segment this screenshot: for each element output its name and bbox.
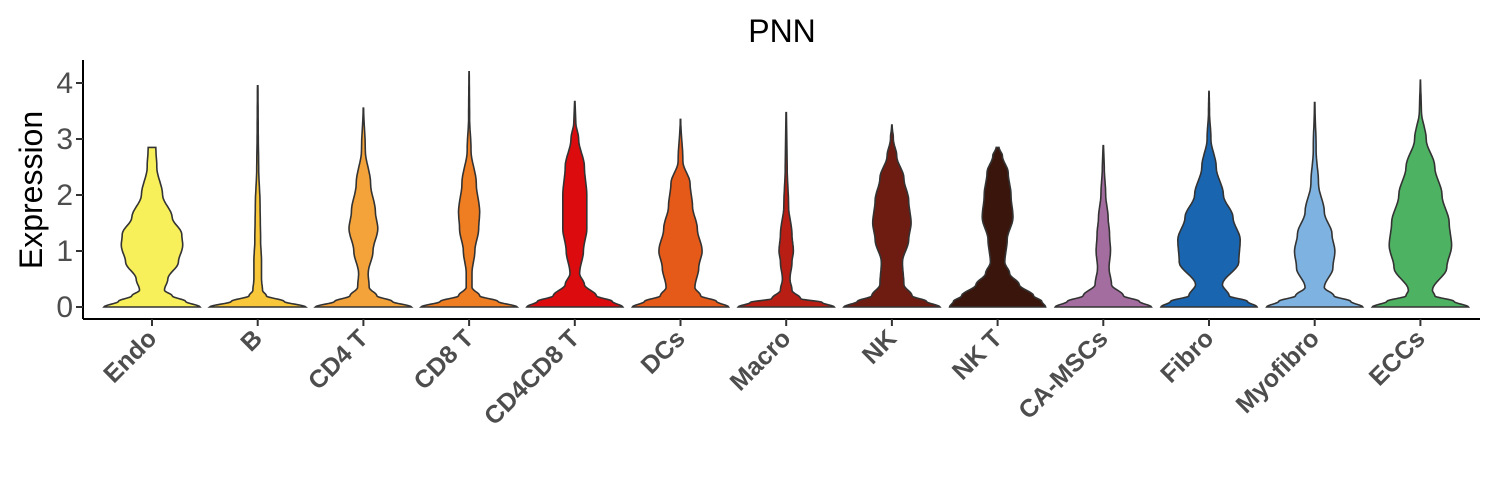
y-axis-label: Expression	[13, 111, 49, 269]
violin-b	[207, 85, 309, 308]
violin-myofibro	[1265, 101, 1365, 308]
x-tick-label: NK T	[947, 324, 1008, 385]
violin-nk-t	[948, 146, 1047, 308]
x-tick-label: B	[235, 324, 268, 357]
y-tick-label: 0	[56, 291, 73, 324]
chart-title: PNN	[748, 13, 816, 49]
y-tick-label: 2	[56, 179, 73, 212]
y-ticks-group: 0 1 2 3 4	[56, 67, 83, 324]
violin-cd4cd8-t	[525, 100, 625, 308]
violin-macro	[736, 111, 836, 308]
violin-cd8-t	[418, 71, 520, 308]
violin-eccs	[1370, 79, 1471, 308]
y-tick-label: 4	[56, 67, 73, 100]
x-tick-label: DCs	[636, 324, 691, 379]
x-tick-label: NK	[857, 324, 902, 369]
x-tick-label: CD4CD8 T	[479, 324, 585, 430]
x-tick-label: Macro	[725, 324, 797, 396]
violins-group	[102, 71, 1471, 308]
violin-fibro	[1159, 90, 1259, 308]
y-tick-label: 3	[56, 123, 73, 156]
x-tick-label: CD4 T	[303, 324, 374, 395]
y-tick-label: 1	[56, 235, 73, 268]
violin-cd4-t	[313, 107, 414, 308]
x-tick-label: Myofibro	[1231, 324, 1325, 418]
violin-nk	[842, 124, 942, 308]
violin-ca-mscs	[1053, 144, 1153, 308]
x-tick-label: CD8 T	[408, 324, 479, 395]
x-ticks-group: Endo B CD4 T CD8 T CD4CD8 T DCs Macro NK NK T CA-…	[98, 319, 1431, 431]
violin-endo	[102, 146, 202, 308]
violin-dcs	[630, 118, 731, 308]
x-tick-label: ECCs	[1364, 324, 1431, 391]
x-tick-label: CA-MSCs	[1013, 324, 1113, 424]
x-tick-label: Endo	[98, 324, 162, 388]
x-tick-label: Fibro	[1155, 324, 1219, 388]
